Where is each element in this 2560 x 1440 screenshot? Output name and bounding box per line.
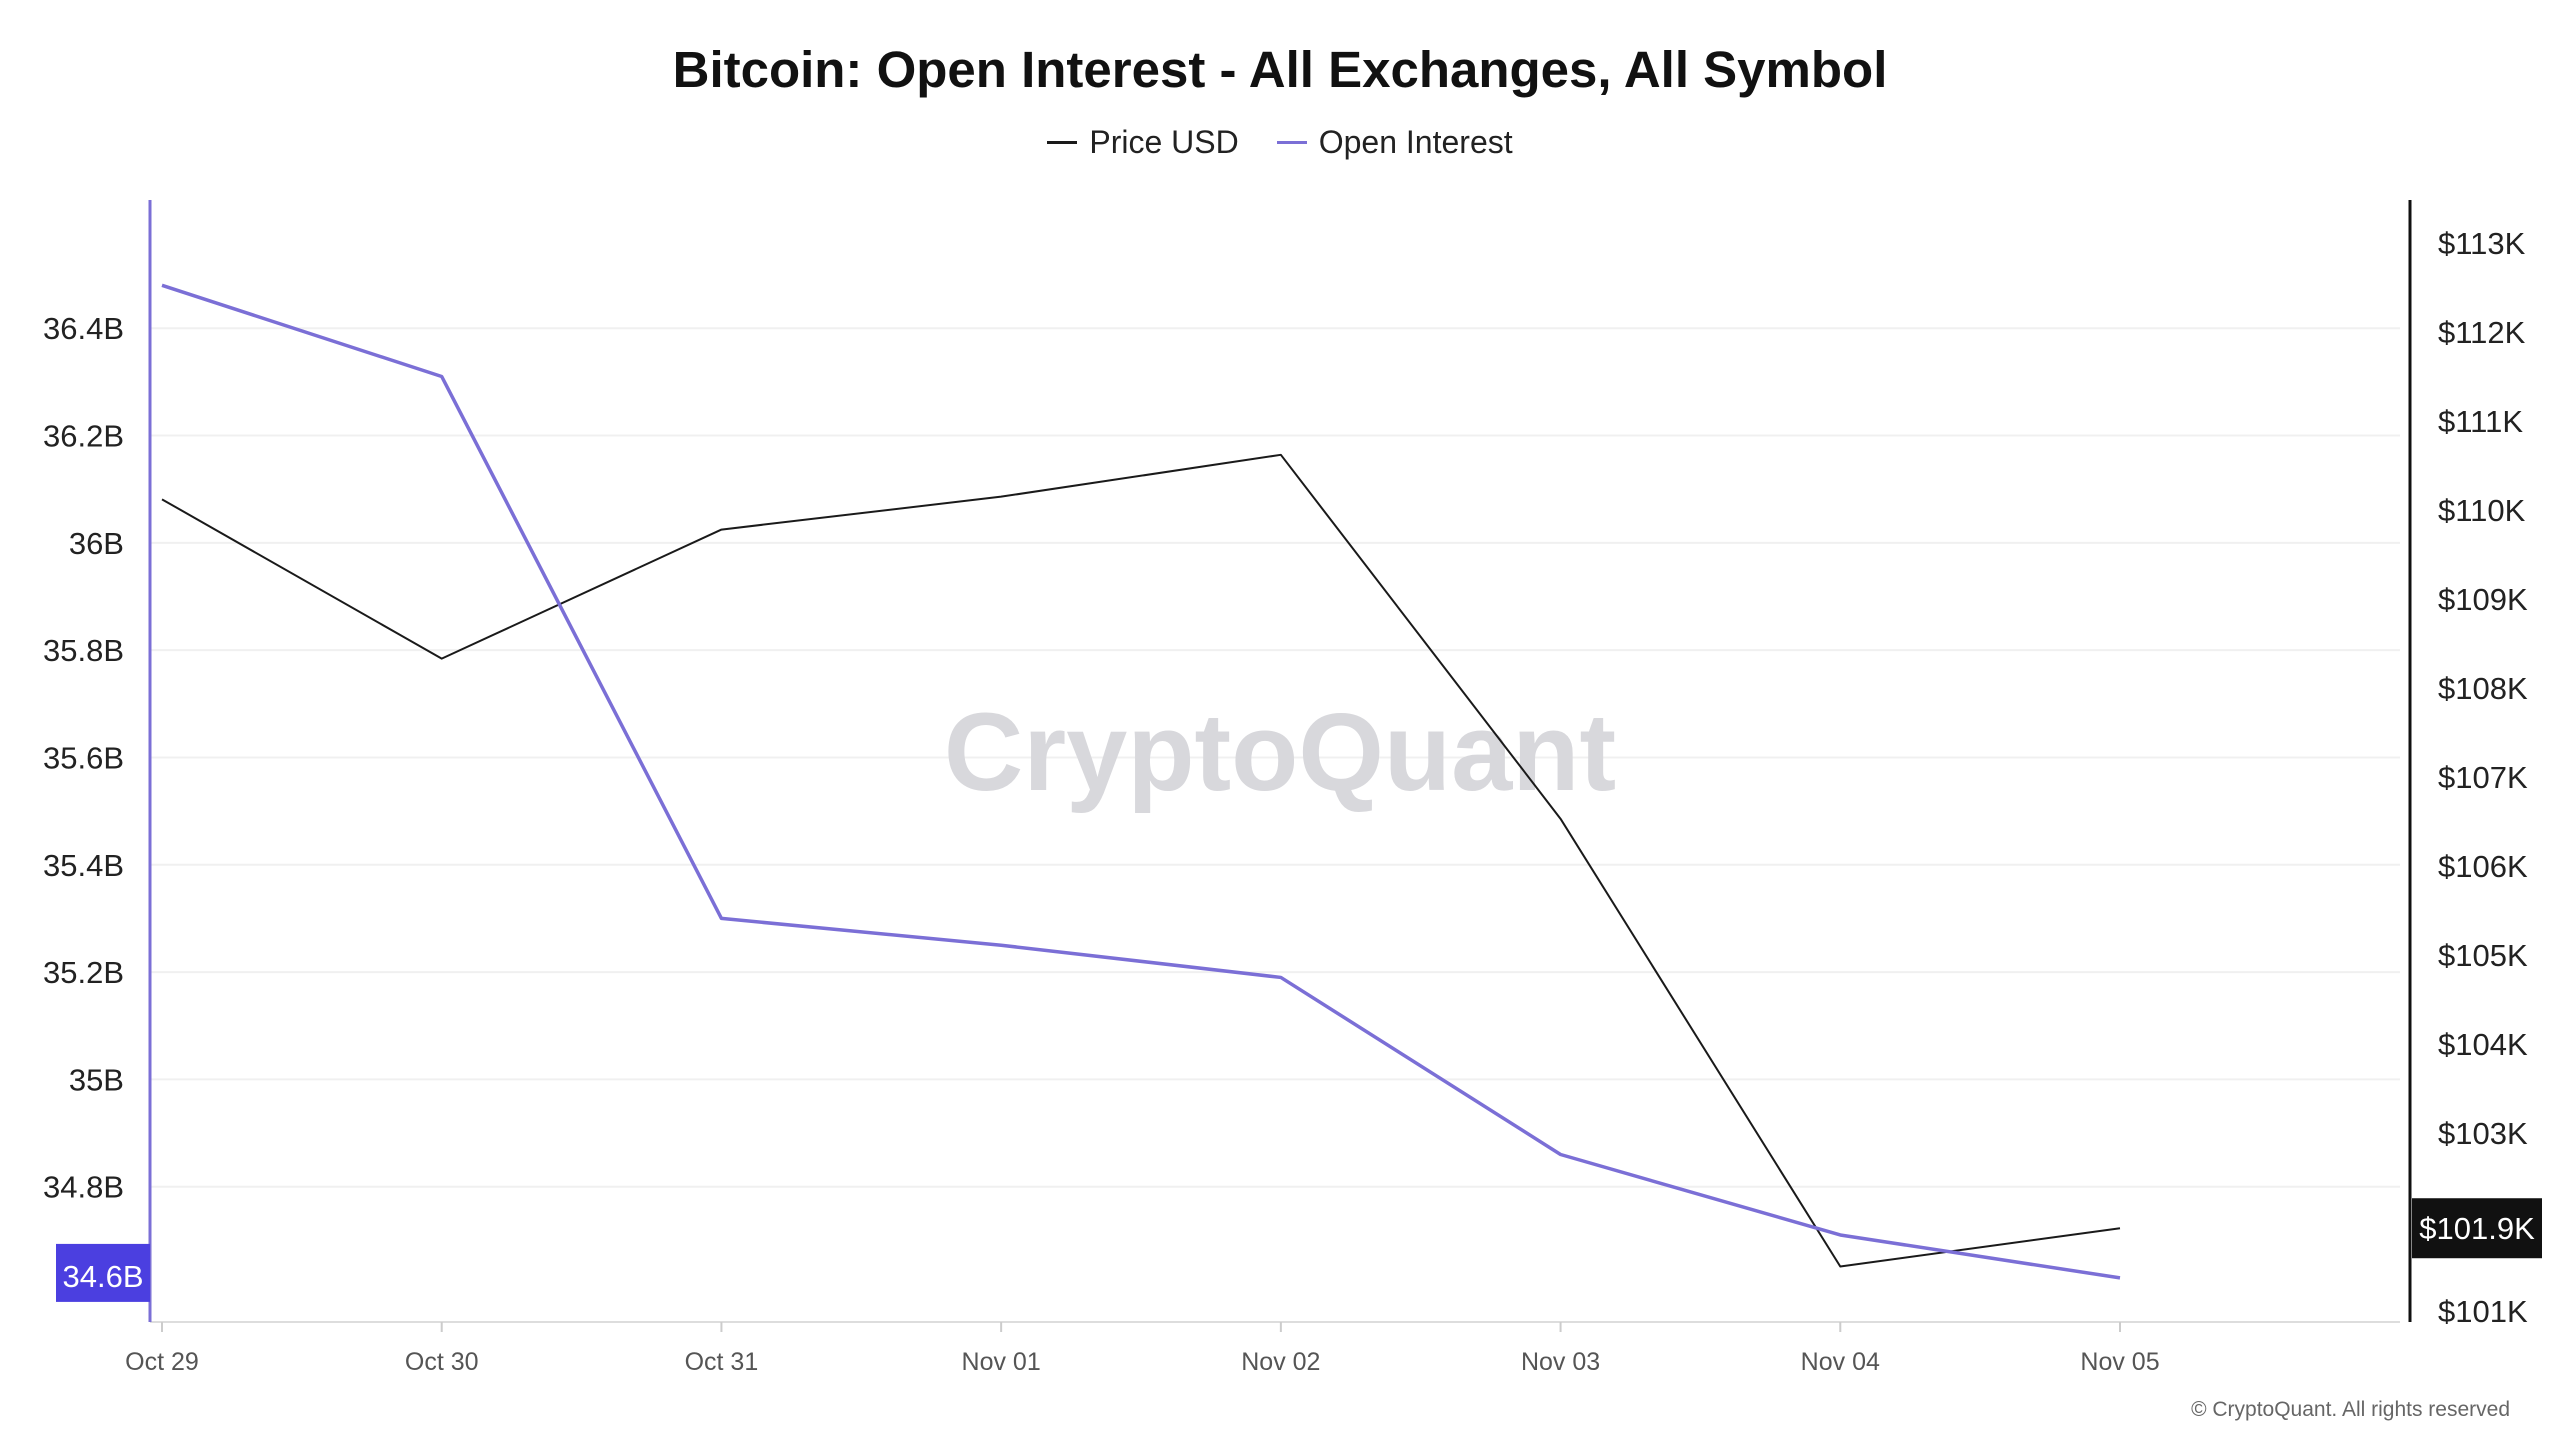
left-tick-label-1: 35B	[69, 1062, 124, 1097]
x-tick-label-1: Oct 30	[405, 1348, 479, 1376]
axes	[148, 200, 2412, 1332]
x-tick-label-0: Oct 29	[125, 1348, 199, 1376]
left-tick-label-7: 36.2B	[43, 419, 124, 454]
x-tick-label-3: Nov 01	[962, 1348, 1041, 1376]
x-tick-label-7: Nov 05	[2080, 1348, 2159, 1376]
x-tick-label-5: Nov 03	[1521, 1348, 1600, 1376]
left-tick-label-6: 36B	[69, 526, 124, 561]
current-value-badge-right	[2412, 1198, 2542, 1259]
watermark: CryptoQuant	[944, 691, 1616, 814]
legend-label-open-interest: Open Interest	[1318, 124, 1513, 160]
series-lines	[161, 283, 2121, 1280]
right-tick-label-5: $107K	[2438, 760, 2528, 795]
x-tick-label-2: Oct 31	[685, 1348, 759, 1376]
current-value-badges: 34.6B $101.9K	[56, 1198, 2542, 1302]
left-tick-label-4: 35.6B	[43, 740, 124, 775]
right-tick-label-9: $111K	[2438, 404, 2523, 439]
x-tick-label-4: Nov 02	[1241, 1348, 1320, 1376]
legend-swatch-price-usd	[1047, 141, 1078, 144]
right-tick-label-10: $112K	[2438, 315, 2526, 350]
right-tick-label-1: $103K	[2438, 1116, 2528, 1151]
series-line-price-usd	[161, 453, 2121, 1268]
x-tick-label-6: Nov 04	[1801, 1348, 1880, 1376]
chart-title: Bitcoin: Open Interest - All Exchanges, …	[672, 41, 1888, 98]
left-tick-label-3: 35.4B	[43, 848, 124, 883]
series-line-open-interest	[161, 283, 2121, 1280]
footer-copyright: © CryptoQuant. All rights reserved	[2191, 1398, 2510, 1421]
legend-item-open-interest[interactable]: Open Interest	[1276, 124, 1513, 161]
right-tick-label-11: $113K	[2438, 226, 2526, 261]
right-tick-label-7: $109K	[2438, 582, 2528, 617]
current-value-label-right: $101.9K	[2419, 1211, 2535, 1246]
current-value-badge-left	[56, 1243, 150, 1302]
right-tick-label-6: $108K	[2438, 671, 2528, 706]
legend-item-price-usd[interactable]: Price USD	[1047, 124, 1239, 161]
legend-label-price-usd: Price USD	[1089, 124, 1239, 160]
legend: Price USD Open Interest	[0, 124, 2560, 161]
tick-labels: Oct 29 Oct 30 Oct 31 Nov 01 Nov 02 Nov 03 Nov …	[43, 226, 2528, 1376]
left-tick-label-8: 36.4B	[43, 311, 124, 346]
legend-swatch-open-interest	[1276, 141, 1307, 144]
right-tick-label-4: $106K	[2438, 849, 2528, 884]
current-value-label-left: 34.6B	[62, 1259, 143, 1294]
right-tick-label-3: $105K	[2438, 938, 2528, 973]
grid-lines	[150, 327, 2400, 1323]
right-tick-label-2: $104K	[2438, 1027, 2528, 1062]
right-tick-label-0: $101K	[2438, 1294, 2528, 1329]
left-tick-label-5: 35.8B	[43, 633, 124, 668]
right-tick-label-8: $110K	[2438, 493, 2526, 528]
left-tick-label-2: 35.2B	[43, 955, 124, 990]
left-tick-label-0: 34.8B	[43, 1170, 124, 1205]
